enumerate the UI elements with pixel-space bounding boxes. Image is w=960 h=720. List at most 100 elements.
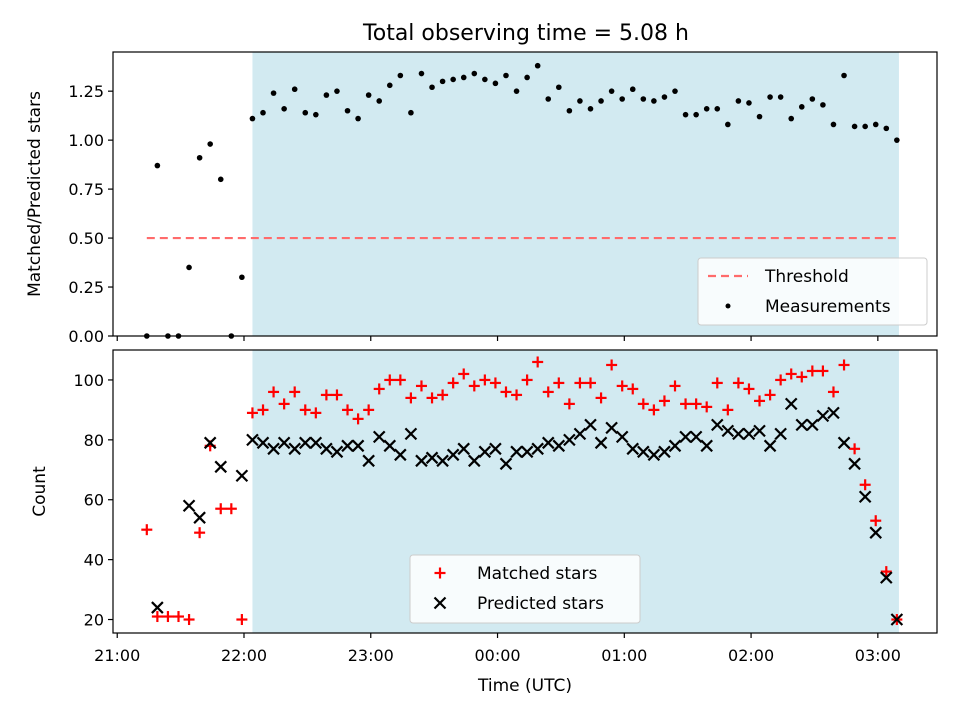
- ratio-panel: 0.00 0.25 0.50 0.75 1.00 1.25 Matched/Predict…: [25, 51, 938, 346]
- predicted-star-point: [563, 433, 576, 447]
- predicted-star-point: [351, 439, 365, 453]
- count-panel: 20 40 60 80 100 21:00 22:00 23:00 00:00 01:00 02:…: [30, 349, 938, 696]
- predicted-star-point: [203, 436, 217, 450]
- matched-star-point: [722, 404, 734, 416]
- matched-star-point: [785, 368, 797, 380]
- matched-star-point: [352, 413, 364, 425]
- count-y-label: Count: [30, 466, 50, 517]
- ratio-y-ticks: 0.00 0.25 0.50 0.75 1.00 1.25: [68, 82, 113, 346]
- chart-title: Total observing time = 5.08 h: [362, 21, 689, 46]
- matched-star-point: [880, 566, 892, 578]
- legend-matched-label: Matched stars: [477, 564, 597, 584]
- predicted-star-point: [531, 442, 544, 456]
- matched-star-point: [838, 359, 850, 371]
- x-tick-label: 03:00: [855, 646, 901, 665]
- measurement-point: [397, 72, 404, 79]
- count-y-ticks: 20 40 60 80 100: [73, 371, 113, 630]
- y-tick-label: 20: [84, 611, 104, 630]
- matched-star-point: [711, 377, 723, 389]
- matched-star-point: [806, 365, 818, 377]
- matched-star-point: [162, 611, 174, 623]
- measurement-point: [693, 111, 699, 118]
- measurement-point: [714, 106, 721, 112]
- matched-star-point: [489, 377, 501, 389]
- measurement-point: [408, 109, 414, 116]
- predicted-star-point: [552, 439, 566, 453]
- predicted-star-point: [309, 436, 323, 450]
- measurement-point: [556, 84, 562, 91]
- matched-star-point: [363, 404, 375, 416]
- measurement-point: [872, 121, 879, 128]
- predicted-star-point: [436, 454, 449, 468]
- x-tick-label: 23:00: [348, 646, 394, 665]
- legend-predicted-swatch: [433, 596, 447, 610]
- predicted-star-point: [520, 445, 534, 459]
- predicted-star-point: [689, 430, 703, 444]
- matched-star-point: [606, 359, 618, 371]
- predicted-star-point: [457, 442, 471, 456]
- matched-star-point: [384, 374, 396, 386]
- predicted-star-point: [468, 454, 481, 468]
- matched-star-point: [764, 389, 776, 401]
- matched-star-point: [236, 614, 248, 626]
- measurement-point: [545, 96, 552, 102]
- matched-star-point: [563, 398, 575, 410]
- ratio-legend: Threshold Measurements: [697, 257, 928, 326]
- predicted-star-point: [288, 442, 301, 456]
- predicted-star-point: [235, 469, 249, 483]
- predicted-star-point: [615, 430, 629, 444]
- measurement-point: [471, 70, 478, 77]
- predicted-star-point: [541, 436, 555, 450]
- matched-star-point: [437, 389, 449, 401]
- predicted-star-point: [320, 442, 333, 456]
- predicted-star-point: [214, 460, 228, 474]
- measurement-point: [323, 92, 330, 98]
- measurement-point: [777, 94, 784, 100]
- measurement-point: [756, 113, 763, 120]
- measurement-point: [703, 106, 710, 112]
- measurement-point: [566, 107, 573, 114]
- matched-star-point: [827, 386, 839, 398]
- legend-predicted-label: Predicted stars: [477, 594, 604, 614]
- predicted-star-point: [362, 454, 375, 468]
- measurement-point: [260, 109, 266, 116]
- predicted-star-point: [277, 436, 291, 450]
- measurement-point: [767, 94, 773, 100]
- measurement-point: [429, 84, 435, 91]
- matched-star-point: [743, 383, 755, 395]
- count-x-label: Time (UTC): [477, 676, 572, 696]
- legend-measurement-label: Measurements: [765, 297, 891, 317]
- predicted-star-point: [784, 397, 798, 411]
- predicted-star-point: [710, 418, 724, 432]
- matched-star-point: [584, 377, 596, 389]
- matched-star-point: [268, 386, 280, 398]
- measurement-point: [313, 111, 319, 118]
- measurement-point: [418, 70, 425, 77]
- measurement-point: [365, 92, 372, 98]
- legend-measurement-swatch: [725, 303, 731, 309]
- predicted-star-point: [151, 601, 164, 614]
- measurement-point: [788, 115, 795, 122]
- matched-star-point: [859, 479, 871, 491]
- measurement-point: [598, 98, 604, 104]
- predicted-star-point: [246, 433, 259, 447]
- measurement-point: [820, 102, 826, 108]
- predicted-star-point: [668, 439, 682, 453]
- measurement-point: [524, 74, 530, 81]
- matched-star-point: [500, 386, 512, 398]
- predicted-star-point: [267, 442, 280, 456]
- measurement-point: [291, 86, 298, 93]
- matched-star-point: [701, 401, 713, 413]
- y-tick-label: 1.25: [68, 82, 104, 101]
- predicted-star-point: [330, 445, 344, 459]
- y-tick-label: 100: [73, 371, 104, 390]
- measurement-point: [883, 125, 890, 132]
- y-tick-label: 80: [84, 431, 104, 450]
- y-tick-label: 0.00: [68, 327, 104, 346]
- predicted-star-point: [478, 445, 492, 459]
- y-tick-label: 0.75: [68, 180, 104, 199]
- predicted-star-point: [584, 418, 597, 432]
- measurement-point: [239, 274, 245, 281]
- matched-star-point: [215, 503, 227, 515]
- matched-star-point: [627, 383, 639, 395]
